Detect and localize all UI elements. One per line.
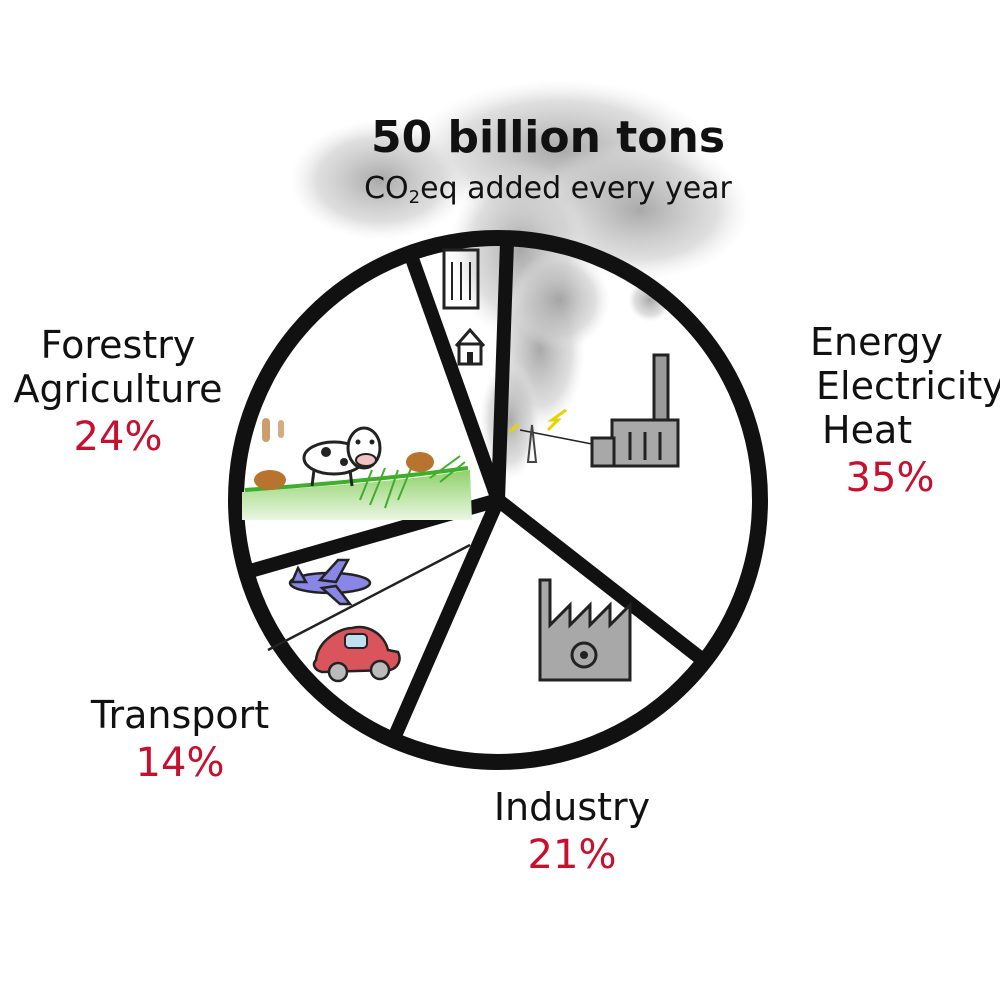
- slice-label: Forestry: [41, 323, 196, 367]
- slice-label: Electricity: [816, 364, 1000, 408]
- cow-icon: [302, 426, 382, 487]
- slice-label: Transport: [90, 693, 269, 737]
- power-line-icon: [508, 408, 593, 463]
- power-plant-icon: [590, 353, 680, 468]
- factory-icon: [538, 578, 632, 682]
- transport-divider-line: [267, 543, 471, 652]
- subtitle-rest: eq added every year: [420, 171, 732, 206]
- slice-percent-label: 35%: [846, 455, 935, 501]
- slice-label: Heat: [822, 408, 912, 452]
- car-icon: [312, 625, 401, 683]
- pie-slices: [228, 230, 768, 770]
- building-icon: [442, 248, 480, 310]
- slice-label: Agriculture: [14, 367, 223, 411]
- slice-divider: [491, 231, 515, 507]
- illustrations: [242, 248, 680, 683]
- airplane-icon: [288, 558, 372, 606]
- slice-percent-label: 14%: [136, 740, 225, 786]
- smoke-puff: [290, 120, 470, 240]
- slice-divider: [386, 493, 505, 748]
- slice-divider: [491, 493, 712, 669]
- subtitle-co: CO: [364, 171, 409, 206]
- slice-divider: [403, 246, 505, 507]
- house-icon: [454, 327, 486, 366]
- smoke-puff: [510, 250, 610, 350]
- chart-title: 50 billion tons: [371, 112, 725, 163]
- farm-field-icon: [242, 418, 472, 520]
- subtitle-subscript: 2: [409, 187, 420, 208]
- slice-percent-label: 24%: [74, 414, 163, 460]
- slice-label: Industry: [494, 785, 650, 829]
- chart-subtitle: CO2eq added every year: [364, 171, 732, 208]
- slice-percent-label: 21%: [528, 832, 617, 878]
- slice-label: Energy: [810, 320, 943, 364]
- pie-outline: [228, 230, 768, 770]
